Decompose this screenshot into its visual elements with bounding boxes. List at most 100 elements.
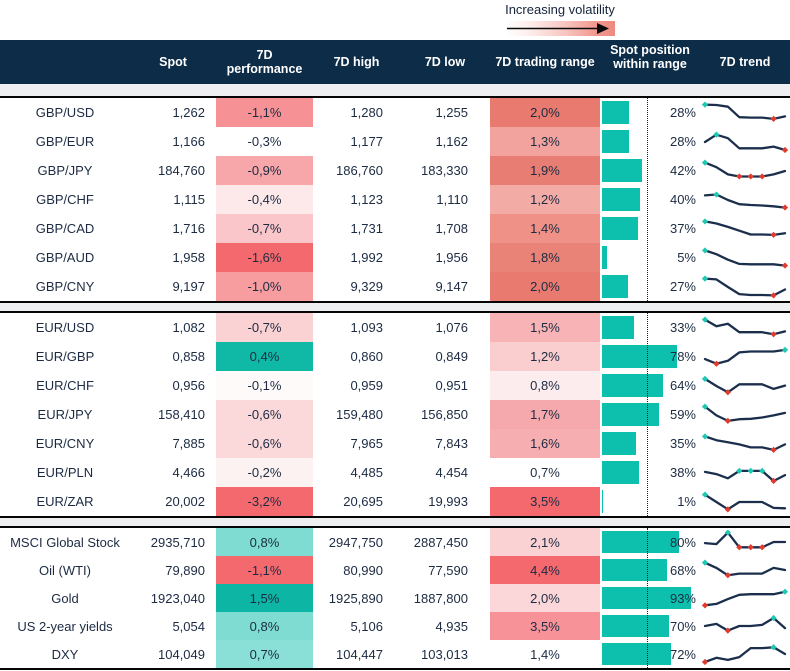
- spot-value: 1,262: [172, 105, 205, 120]
- low-value: 4,454: [435, 465, 468, 480]
- max-marker-icon: [781, 346, 788, 353]
- max-marker-icon: [702, 275, 709, 282]
- spot-value: 9,197: [172, 279, 205, 294]
- spot-value: 2935,710: [150, 534, 205, 550]
- sparkline-7d-trend: [702, 644, 787, 666]
- low-value: 0,849: [435, 349, 468, 364]
- row-label: EUR/ZAR: [36, 494, 94, 509]
- sparkline-7d-trend: [702, 246, 788, 269]
- high-value: 1,177: [350, 134, 383, 149]
- trend-cell: [700, 214, 790, 243]
- spot-position-label: 35%: [669, 436, 696, 451]
- table-row[interactable]: Gold 1923,040 1,5% 1925,890 1887,800 2,0% 93%: [0, 584, 790, 612]
- perf-heatmap-cell: -0,7%: [216, 214, 313, 243]
- increasing-arrow-icon: [507, 23, 609, 34]
- sparkline-7d-trend: [702, 316, 787, 337]
- perf-heatmap-cell: 0,8%: [216, 528, 313, 556]
- table-row[interactable]: GBP/CAD 1,716 -0,7% 1,731 1,708 1,4% 37%: [0, 214, 790, 243]
- min-marker-icon: [781, 203, 788, 211]
- spot-position-cell: 68%: [600, 556, 700, 584]
- low-value: 1,708: [435, 221, 468, 236]
- high-value: 7,965: [350, 436, 383, 451]
- sparkline-7d-trend: [702, 217, 787, 238]
- spot-position-bar: [602, 432, 636, 455]
- row-label: EUR/USD: [35, 320, 95, 335]
- spot-value: 1,082: [172, 320, 205, 335]
- min-marker-icon: [702, 658, 709, 666]
- sparkline-7d-trend: [703, 614, 787, 634]
- spot-value: 4,466: [172, 465, 205, 480]
- perf-heatmap-cell: -0,9%: [216, 156, 313, 185]
- range-heatmap-cell: 2,0%: [490, 272, 600, 301]
- sparkline-7d-trend: [703, 346, 788, 367]
- table-row[interactable]: EUR/CHF 0,956 -0,1% 0,959 0,951 0,8% 64%: [0, 371, 790, 400]
- spot-position-bar: [602, 130, 629, 153]
- table-row[interactable]: GBP/EUR 1,166 -0,3% 1,177 1,162 1,3% 28%: [0, 127, 790, 156]
- spot-position-bar: [602, 559, 668, 581]
- spot-position-label: 70%: [669, 618, 696, 634]
- spot-position-label: 72%: [669, 646, 696, 662]
- table-row[interactable]: US 2-year yields 5,054 0,8% 5,106 4,935 3,5% 7…: [0, 612, 790, 640]
- min-marker-icon: [724, 417, 731, 424]
- low-value: 19,993: [428, 494, 468, 509]
- sparkline-7d-trend: [702, 403, 787, 424]
- spot-position-label: 28%: [669, 134, 696, 149]
- range-heatmap-cell: 1,8%: [490, 243, 600, 272]
- header-divider-band: [0, 84, 790, 96]
- range-heatmap-cell: 1,7%: [490, 400, 600, 429]
- section-gap: [0, 303, 790, 311]
- row-label: EUR/JPY: [37, 407, 93, 422]
- spot-position-label: 64%: [669, 378, 696, 393]
- row-label: GBP/AUD: [35, 250, 95, 265]
- spot-position-bar: [602, 101, 629, 124]
- min-marker-icon: [702, 602, 709, 609]
- spot-position-label: 40%: [669, 192, 696, 207]
- min-marker-icon: [781, 146, 788, 153]
- min-marker-icon: [770, 446, 777, 453]
- trend-cell: [700, 243, 790, 272]
- max-marker-icon: [781, 588, 788, 595]
- table-row[interactable]: DXY 104,049 0,7% 104,447 103,013 1,4% 72%: [0, 640, 790, 668]
- spot-value: 20,002: [165, 494, 205, 509]
- spot-position-bar: [602, 345, 677, 368]
- table-row[interactable]: GBP/CHF 1,115 -0,4% 1,123 1,110 1,2% 40%: [0, 185, 790, 214]
- min-marker-icon: [747, 544, 754, 551]
- perf-heatmap-cell: -0,6%: [216, 429, 313, 458]
- table-header-row: Spot 7D performance 7D high 7D low 7D tr…: [0, 40, 790, 84]
- range-heatmap-cell: 0,8%: [490, 371, 600, 400]
- spot-position-cell: 80%: [600, 528, 700, 556]
- table-row[interactable]: MSCI Global Stock 2935,710 0,8% 2947,750 288…: [0, 528, 790, 556]
- spot-value: 7,885: [172, 436, 205, 451]
- spot-position-label: 78%: [669, 349, 696, 364]
- table-row[interactable]: EUR/ZAR 20,002 -3,2% 20,695 19,993 3,5% 1%: [0, 487, 790, 516]
- spot-position-bar: [602, 531, 679, 553]
- min-marker-icon: [736, 172, 743, 180]
- sparkline-7d-trend: [702, 491, 787, 512]
- max-marker-icon: [702, 217, 709, 225]
- table-row[interactable]: EUR/GBP 0,858 0,4% 0,860 0,849 1,2% 78%: [0, 342, 790, 371]
- table-row[interactable]: EUR/USD 1,082 -0,7% 1,093 1,076 1,5% 33%: [0, 313, 790, 342]
- spot-position-label: 1%: [677, 494, 696, 509]
- table-row[interactable]: Oil (WTI) 79,890 -1,1% 80,990 77,590 4,4% 68%: [0, 556, 790, 584]
- range-heatmap-cell: 1,5%: [490, 313, 600, 342]
- spot-value: 158,410: [158, 407, 205, 422]
- sparkline-7d-trend: [703, 131, 788, 153]
- perf-heatmap-cell: -1,1%: [216, 98, 313, 127]
- sparkline-7d-trend: [702, 588, 788, 609]
- table-row[interactable]: EUR/JPY 158,410 -0,6% 159,480 156,850 1,7% 59%: [0, 400, 790, 429]
- max-marker-icon: [702, 246, 709, 254]
- table-row[interactable]: GBP/AUD 1,958 -1,6% 1,992 1,956 1,8% 5%: [0, 243, 790, 272]
- row-label: US 2-year yields: [17, 618, 113, 634]
- spot-position-bar: [602, 615, 670, 637]
- table-row[interactable]: GBP/USD 1,262 -1,1% 1,280 1,255 2,0% 28%: [0, 98, 790, 127]
- perf-heatmap-cell: -0,7%: [216, 313, 313, 342]
- min-marker-icon: [770, 115, 777, 122]
- table-row[interactable]: EUR/PLN 4,466 -0,2% 4,485 4,454 0,7% 38%: [0, 458, 790, 487]
- table-row[interactable]: EUR/CNY 7,885 -0,6% 7,965 7,843 1,6% 35%: [0, 429, 790, 458]
- header-7d-low: 7D low: [424, 55, 466, 69]
- table-row[interactable]: GBP/JPY 184,760 -0,9% 186,760 183,330 1,9% 42%: [0, 156, 790, 185]
- table-row[interactable]: GBP/CNY 9,197 -1,0% 9,329 9,147 2,0% 27%: [0, 272, 790, 301]
- row-label: Gold: [51, 590, 79, 606]
- range-heatmap-cell: 2,1%: [490, 528, 600, 556]
- spot-value: 1,716: [172, 221, 205, 236]
